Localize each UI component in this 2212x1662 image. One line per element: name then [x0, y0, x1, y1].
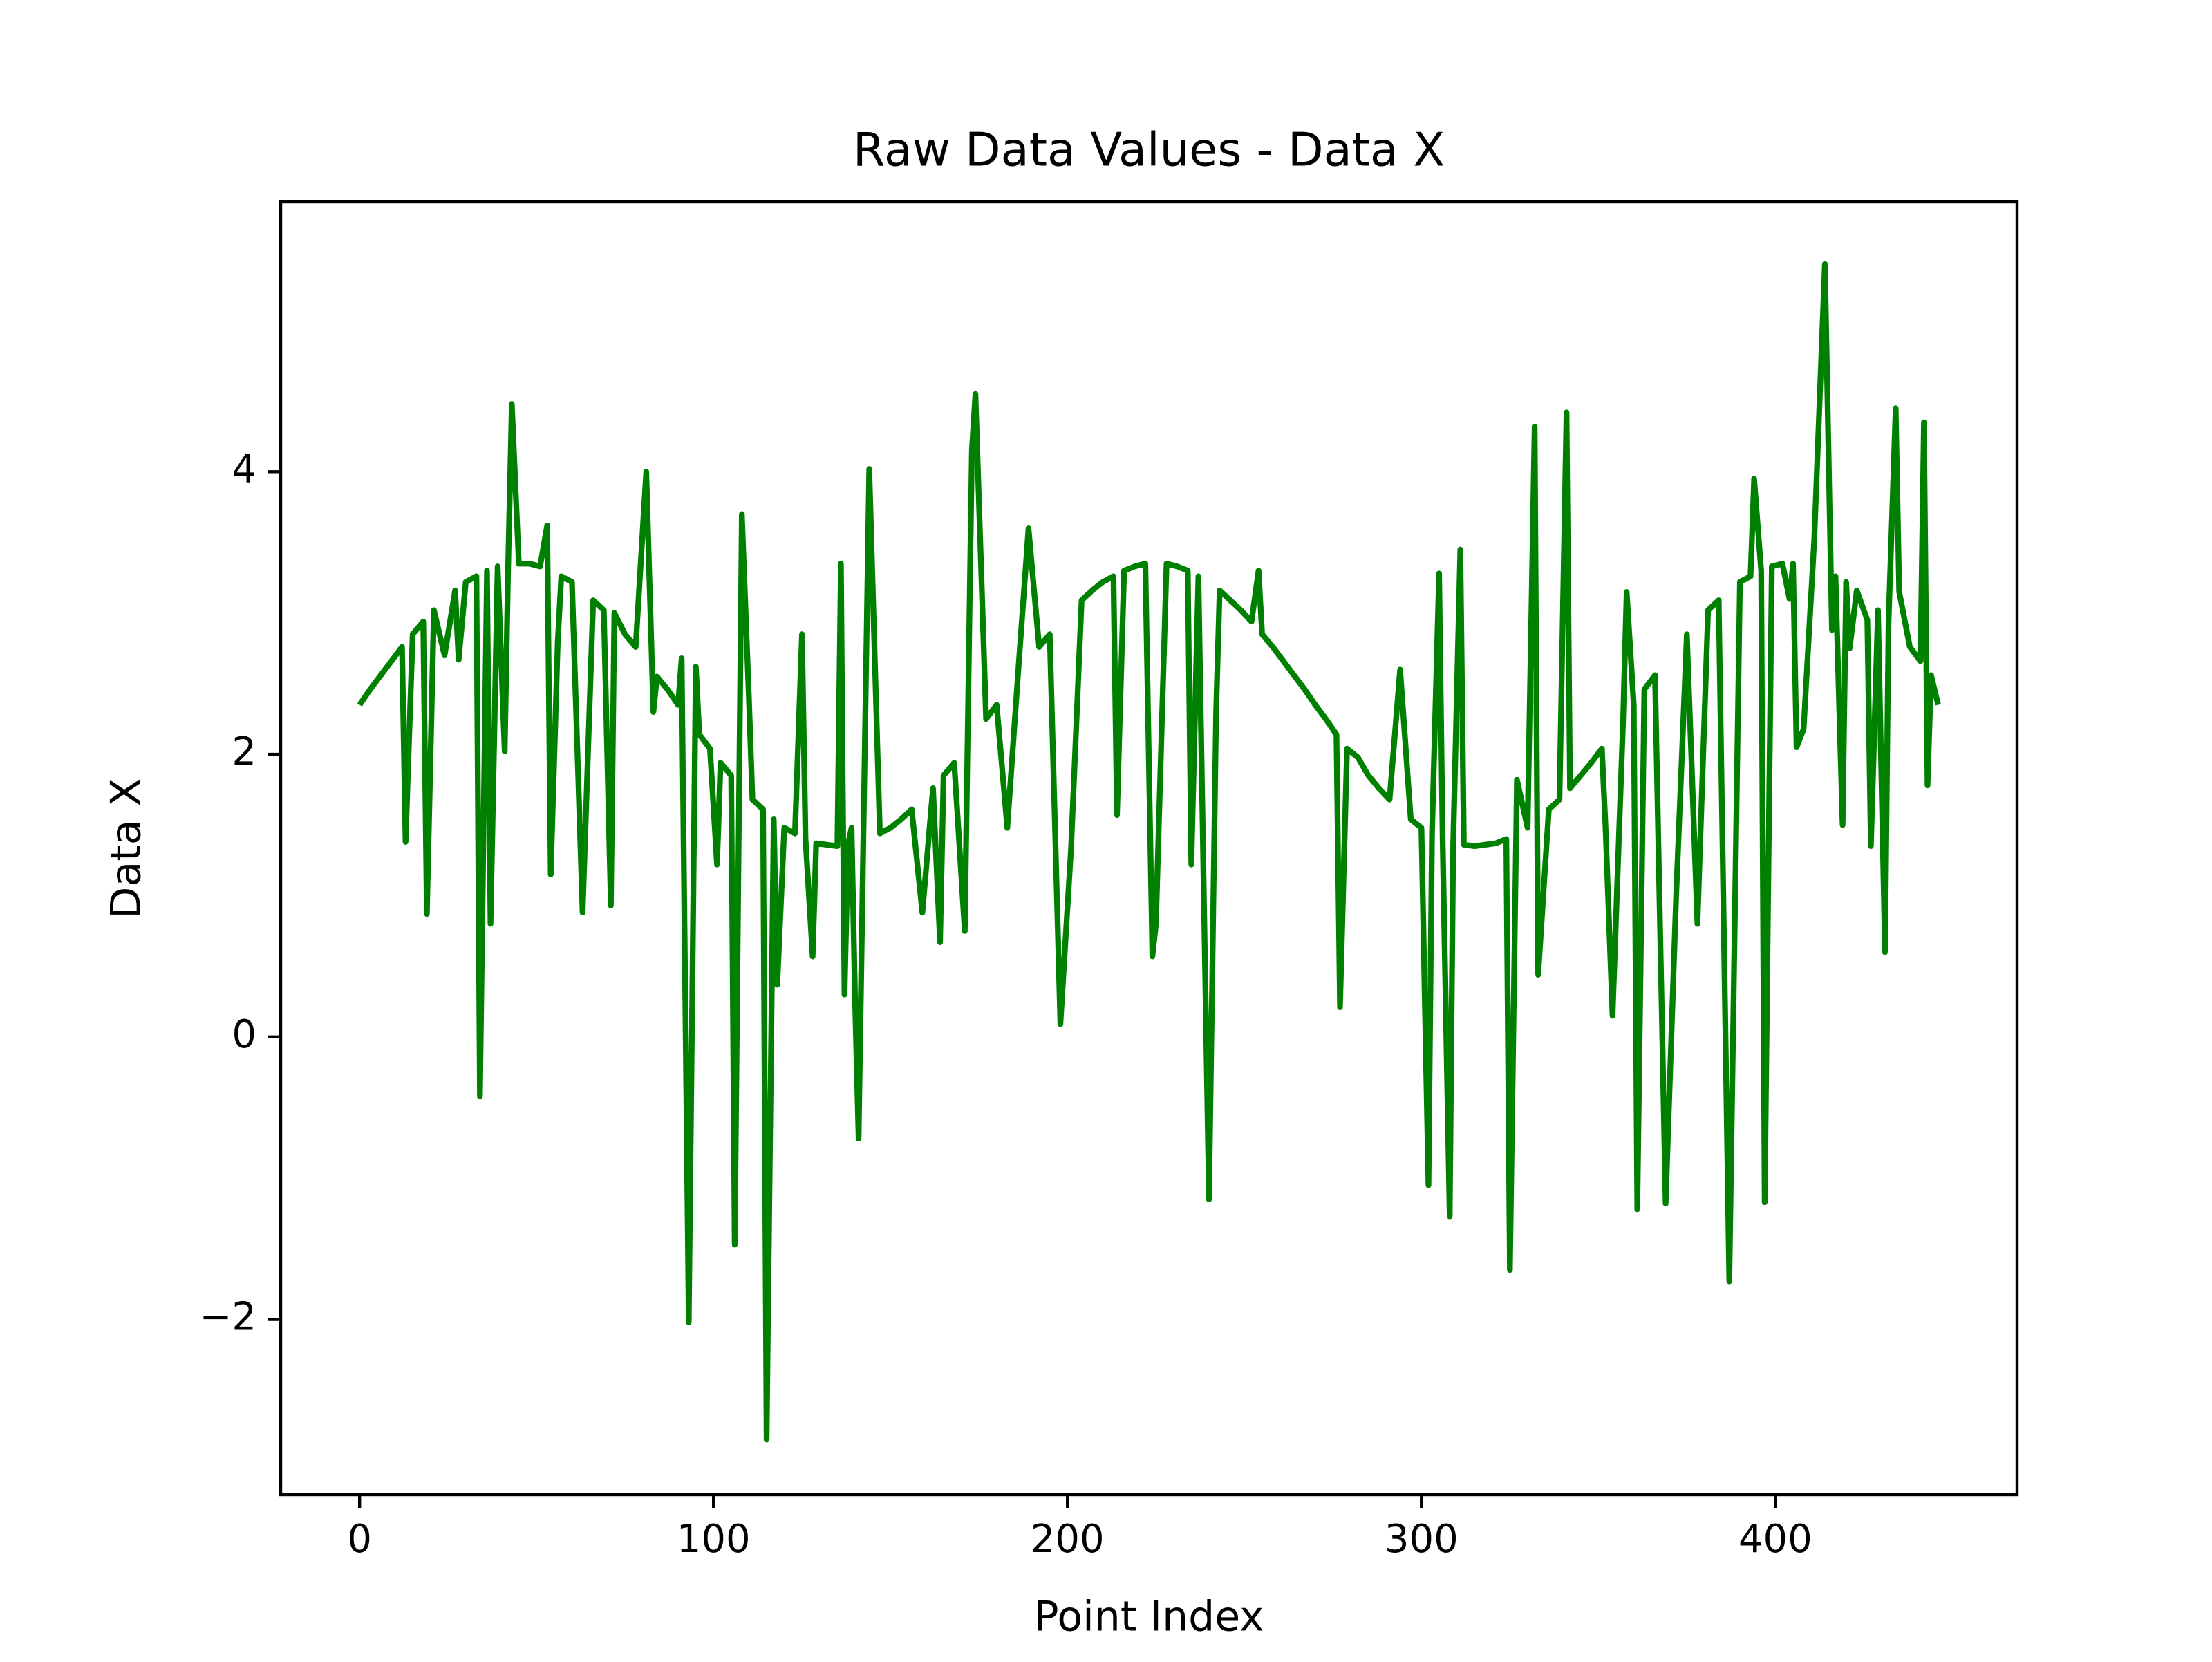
y-axis-label: Data X	[102, 778, 151, 918]
data-line	[357, 261, 1941, 1443]
y-tick-label: 0	[232, 1012, 256, 1057]
axes-frame	[279, 200, 2019, 1497]
y-tick-label: −2	[199, 1295, 256, 1340]
x-tick-label: 200	[1031, 1517, 1105, 1562]
x-axis-label: Point Index	[1033, 1593, 1264, 1641]
y-tick-label: 2	[232, 729, 256, 774]
chart-title: Raw Data Values - Data X	[853, 123, 1445, 177]
x-tick-label: 400	[1738, 1517, 1812, 1562]
y-tick-label: 4	[232, 447, 256, 492]
x-tick-label: 300	[1385, 1517, 1459, 1562]
x-tick-label: 0	[347, 1517, 372, 1562]
x-tick-label: 100	[677, 1517, 751, 1562]
